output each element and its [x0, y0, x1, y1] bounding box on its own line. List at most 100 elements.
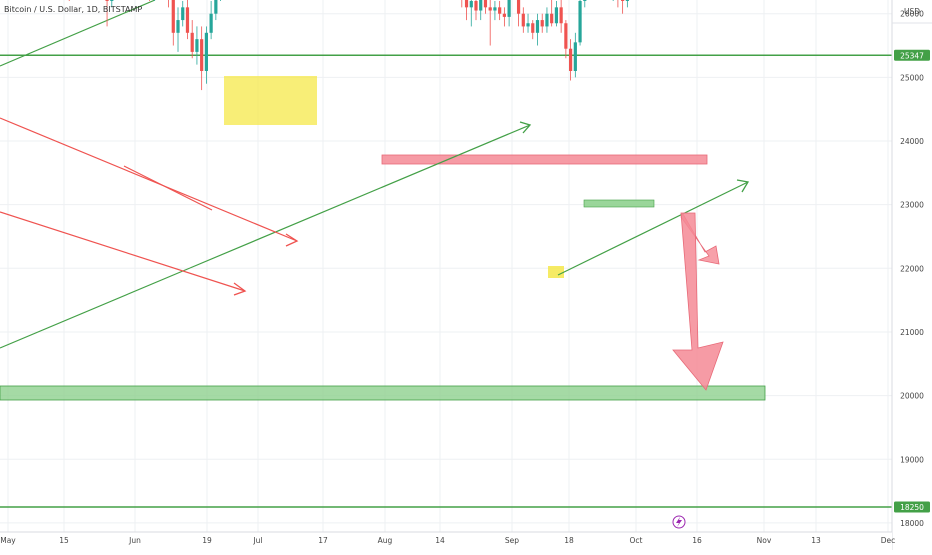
- candle: [181, 0, 185, 27]
- candle: [625, 0, 629, 8]
- trendline-falling-lower: [0, 211, 246, 292]
- candle: [507, 0, 511, 27]
- candle: [168, 0, 169, 8]
- candle-body: [521, 13, 525, 27]
- x-tick-label: 15: [59, 536, 69, 545]
- candle: [469, 0, 473, 27]
- forecast-arrow-large: [672, 212, 724, 391]
- candle-body: [507, 0, 511, 17]
- candle: [516, 0, 521, 27]
- candle-body: [474, 0, 478, 11]
- support-zone-27200: [583, 199, 655, 208]
- candle-body: [502, 13, 506, 17]
- y-tick-label: 20000: [900, 392, 924, 401]
- candle: [204, 26, 208, 84]
- trendline-top-green: [0, 0, 156, 67]
- arrowhead-red-upper: [285, 233, 299, 247]
- price-tag-bg: [894, 501, 930, 513]
- x-tick-label: May: [0, 536, 16, 545]
- highlight-box-range: [224, 76, 317, 125]
- candle: [209, 0, 213, 40]
- candle: [498, 0, 502, 21]
- candle: [540, 13, 544, 33]
- candle-body: [583, 0, 587, 1]
- candle: [526, 13, 530, 33]
- lightning-icon[interactable]: [672, 515, 686, 529]
- y-tick-label: 19000: [900, 455, 924, 464]
- candle-body: [479, 0, 483, 11]
- candle-body: [469, 0, 473, 8]
- price-tag-value: 25347: [900, 51, 924, 60]
- candle-body: [200, 39, 204, 71]
- candle: [550, 0, 554, 27]
- candle: [535, 13, 540, 46]
- candles: [68, 0, 629, 91]
- candle-body: [625, 0, 629, 1]
- candle: [493, 0, 497, 21]
- candle: [171, 0, 175, 46]
- candle: [110, 0, 114, 8]
- currency-label[interactable]: USD: [904, 7, 920, 16]
- candle: [483, 0, 488, 14]
- candle-body: [535, 20, 540, 33]
- chart-title: Bitcoin / U.S. Dollar, 1D, BITSTAMP: [4, 5, 143, 14]
- x-tick-label: Aug: [378, 536, 393, 545]
- candle-body: [545, 13, 549, 27]
- lightning-icon-glyph: [676, 517, 682, 527]
- candle: [612, 0, 614, 1]
- candle: [220, 0, 221, 1]
- candle: [621, 0, 625, 14]
- candle-body: [573, 42, 577, 71]
- candle: [176, 7, 180, 52]
- x-tick-label: Jul: [252, 536, 262, 545]
- candle: [531, 20, 535, 40]
- candle: [105, 0, 109, 27]
- x-tick-label: 14: [435, 536, 445, 545]
- candle-body: [209, 13, 213, 33]
- candle-body: [621, 0, 625, 1]
- x-tick-label: Nov: [757, 536, 772, 545]
- candle: [559, 0, 563, 33]
- x-tick-label: Dec: [881, 536, 896, 545]
- trendline-rising-sep: [557, 181, 749, 276]
- price-tag-value: 18250: [900, 503, 924, 512]
- y-tick-label: 22000: [900, 264, 924, 273]
- highlight-box-low: [548, 266, 564, 278]
- x-tick-label: Oct: [630, 536, 643, 545]
- candle-body: [204, 32, 208, 71]
- candle: [461, 0, 463, 8]
- support-zone-21000: [0, 385, 766, 401]
- candle-body: [171, 0, 175, 33]
- trendline-channel-mid: [123, 165, 213, 211]
- candle: [200, 26, 204, 91]
- candle-body: [516, 0, 521, 14]
- candle-body: [569, 48, 573, 71]
- y-tick-label: 24000: [900, 137, 924, 146]
- candle-body: [464, 0, 469, 8]
- trendline-falling-upper: [0, 117, 298, 242]
- candle-body: [526, 23, 530, 27]
- candle: [573, 32, 577, 78]
- candle-body: [214, 0, 218, 14]
- candle-body: [110, 0, 114, 1]
- candle-body: [493, 7, 497, 11]
- candle: [149, 0, 151, 1]
- candle: [474, 0, 478, 21]
- candle-body: [554, 7, 559, 24]
- candle: [617, 0, 619, 8]
- candle: [545, 7, 549, 33]
- price-tag-25347: 25347: [894, 49, 930, 61]
- candle-body: [488, 7, 492, 11]
- candle-body: [105, 0, 109, 1]
- trendline-rising-lower: [0, 267, 191, 349]
- candle: [521, 7, 525, 33]
- trendline-rising-upper: [189, 124, 531, 269]
- candle: [564, 20, 568, 59]
- candle-body: [578, 0, 582, 43]
- candle-body: [483, 0, 488, 8]
- candle: [479, 0, 483, 21]
- x-tick-label: 16: [692, 536, 702, 545]
- x-tick-label: 17: [318, 536, 328, 545]
